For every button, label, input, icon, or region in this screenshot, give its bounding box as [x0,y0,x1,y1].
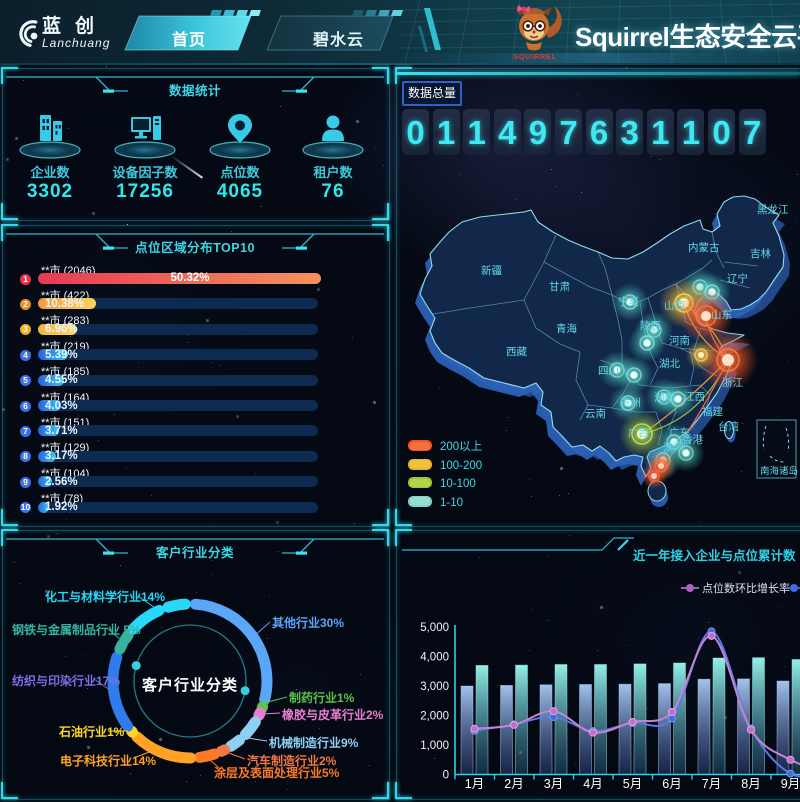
svg-text:江西: 江西 [684,391,705,403]
svg-text:黑龙江: 黑龙江 [757,203,789,216]
svg-text:甘肃: 甘肃 [549,280,570,293]
svg-text:8月: 8月 [741,777,760,791]
svg-text:0: 0 [443,770,449,782]
svg-text:广东: 广东 [669,426,690,439]
svg-text:陕西: 陕西 [640,319,661,332]
svg-text:新疆: 新疆 [481,264,502,277]
svg-text:广西: 广西 [628,427,649,439]
svg-text:内蒙古: 内蒙古 [688,241,720,254]
svg-text:7月: 7月 [702,777,721,791]
svg-text:西藏: 西藏 [506,346,527,358]
svg-text:浙江: 浙江 [722,377,743,389]
svg-text:9月: 9月 [781,777,800,791]
svg-text:1,000: 1,000 [420,740,449,752]
svg-text:湖南: 湖南 [654,391,675,404]
svg-text:山西: 山西 [664,300,685,312]
svg-text:5月: 5月 [623,777,642,791]
svg-text:香港: 香港 [682,434,703,446]
svg-text:宁夏: 宁夏 [618,295,639,308]
svg-text:1月: 1月 [465,777,484,791]
svg-text:云南: 云南 [585,407,606,420]
svg-text:2月: 2月 [504,777,523,791]
svg-text:200以上: 200以上 [440,440,482,453]
svg-text:SQUIRREL: SQUIRREL [513,52,557,61]
svg-text:点位数环比增长率: 点位数环比增长率 [702,581,790,595]
svg-text:福建: 福建 [702,405,723,418]
svg-text:3月: 3月 [544,777,563,791]
svg-text:4,000: 4,000 [420,652,449,664]
svg-text:南海诸岛: 南海诸岛 [760,465,798,477]
svg-text:2,000: 2,000 [420,711,449,723]
svg-text:100-200: 100-200 [440,460,482,472]
svg-text:6月: 6月 [662,777,681,791]
svg-text:4月: 4月 [583,777,602,791]
svg-text:河南: 河南 [669,334,690,347]
svg-text:山东: 山东 [711,308,732,321]
svg-text:贵州: 贵州 [620,396,641,409]
svg-text:1-10: 1-10 [440,497,463,509]
svg-text:3,000: 3,000 [420,681,449,693]
svg-text:湖北: 湖北 [659,358,680,370]
svg-text:澳门: 澳门 [663,441,684,454]
svg-text:5,000: 5,000 [420,622,449,634]
svg-text:青海: 青海 [556,322,577,335]
svg-text:辽宁: 辽宁 [727,272,748,285]
svg-text:台湾: 台湾 [718,420,739,433]
svg-text:10-100: 10-100 [440,478,476,490]
svg-text:吉林: 吉林 [750,247,771,260]
svg-text:四川: 四川 [598,365,619,377]
